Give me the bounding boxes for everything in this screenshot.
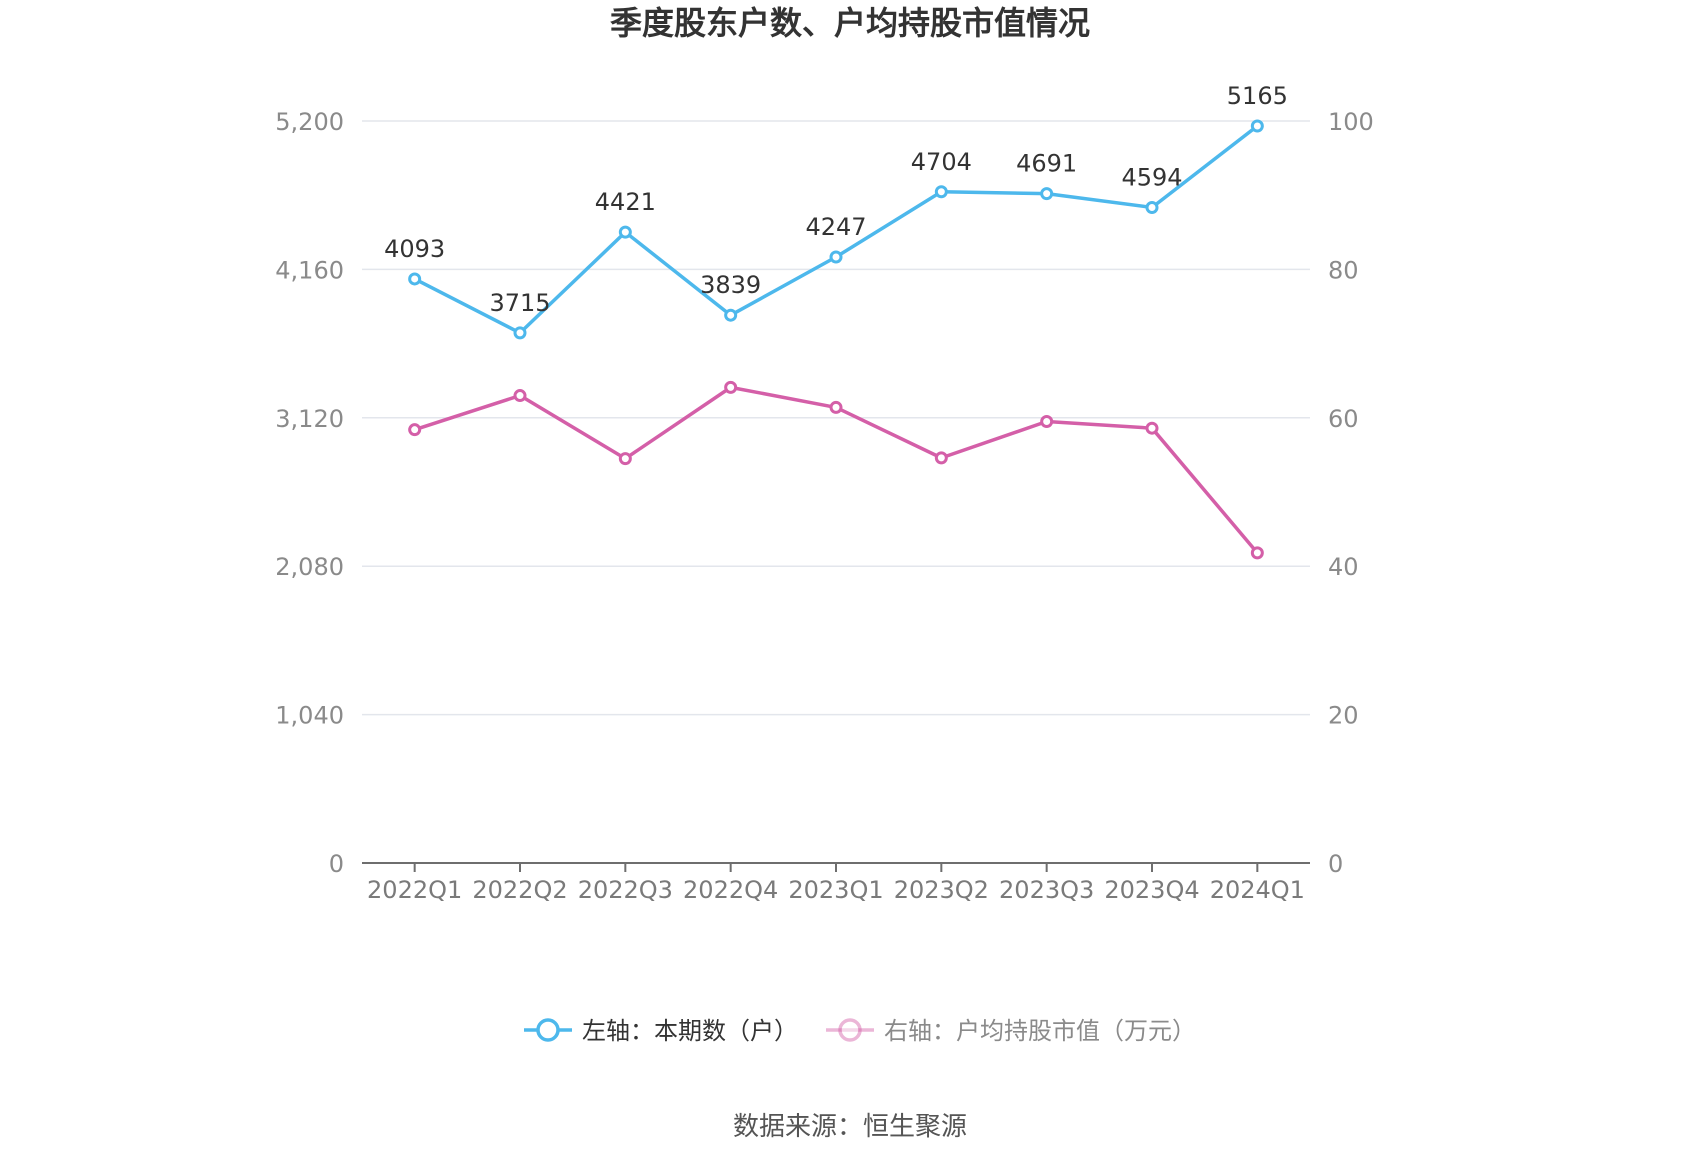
data-label: 4093	[384, 235, 445, 263]
data-label: 4594	[1121, 163, 1182, 191]
data-point	[829, 400, 843, 414]
data-label: 5165	[1227, 82, 1288, 110]
data-label: 4421	[595, 188, 656, 216]
data-point	[513, 389, 527, 403]
x-tick-label: 2023Q3	[999, 876, 1094, 904]
y-left-tick-label: 0	[329, 850, 344, 878]
data-point	[618, 452, 632, 466]
x-tick-label: 2023Q1	[788, 876, 883, 904]
legend-label: 左轴：本期数（户）	[582, 1017, 798, 1045]
data-source: 数据来源：恒生聚源	[733, 1112, 967, 1142]
y-left-tick-label: 3,120	[275, 405, 344, 433]
x-tick-label: 2023Q2	[894, 876, 989, 904]
data-label: 3715	[489, 289, 550, 317]
data-point	[618, 225, 632, 239]
y-right-tick-label: 40	[1328, 553, 1359, 581]
data-point	[1250, 546, 1264, 560]
y-right-tick-label: 80	[1328, 256, 1359, 284]
data-point	[1145, 200, 1159, 214]
y-left-tick-label: 5,200	[275, 108, 344, 136]
data-point	[829, 250, 843, 264]
label-layer: 4093 3715 4421 3839 4247 4704 4691 4594 5165	[384, 82, 1288, 317]
x-tick-label: 2022Q2	[472, 876, 567, 904]
data-point	[724, 308, 738, 322]
x-tick-label: 2024Q1	[1210, 876, 1305, 904]
data-point	[408, 423, 422, 437]
x-tick-label: 2022Q3	[578, 876, 673, 904]
data-point	[1040, 415, 1054, 429]
x-tick-label: 2023Q4	[1104, 876, 1199, 904]
y-left-tick-label: 2,080	[275, 553, 344, 581]
legend-marker-icon	[536, 1018, 560, 1042]
axis-layer: 0 0 1,040 20 2,080 40 3,120 60 4,160 80 5,200 100 20…	[275, 108, 1374, 904]
y-right-tick-label: 0	[1328, 850, 1343, 878]
data-point	[934, 451, 948, 465]
data-label: 4247	[805, 213, 866, 241]
y-right-tick-label: 60	[1328, 405, 1359, 433]
data-label: 4691	[1016, 150, 1077, 178]
data-label: 4704	[911, 148, 972, 176]
y-right-tick-label: 20	[1328, 702, 1359, 730]
grid-layer	[362, 120, 1310, 716]
legend-marker-icon	[838, 1018, 862, 1042]
data-point	[1250, 119, 1264, 133]
x-tick-label: 2022Q4	[683, 876, 778, 904]
legend-item-avg-market-value[interactable]: 右轴：户均持股市值（万元）	[826, 1017, 1196, 1045]
data-point	[1145, 421, 1159, 435]
legend-item-shareholders[interactable]: 左轴：本期数（户）	[524, 1017, 798, 1045]
y-right-tick-label: 100	[1328, 108, 1374, 136]
legend[interactable]: 左轴：本期数（户） 右轴：户均持股市值（万元）	[524, 1017, 1196, 1045]
chart-title: 季度股东户数、户均持股市值情况	[610, 4, 1090, 42]
data-label: 3839	[700, 271, 761, 299]
y-left-tick-label: 1,040	[275, 702, 344, 730]
data-point	[724, 380, 738, 394]
data-point	[408, 272, 422, 286]
series-layer	[408, 119, 1264, 560]
y-left-tick-label: 4,160	[275, 256, 344, 284]
legend-label: 右轴：户均持股市值（万元）	[884, 1017, 1196, 1045]
data-point	[1040, 187, 1054, 201]
x-tick-label: 2022Q1	[367, 876, 462, 904]
data-point	[513, 326, 527, 340]
data-point	[934, 185, 948, 199]
